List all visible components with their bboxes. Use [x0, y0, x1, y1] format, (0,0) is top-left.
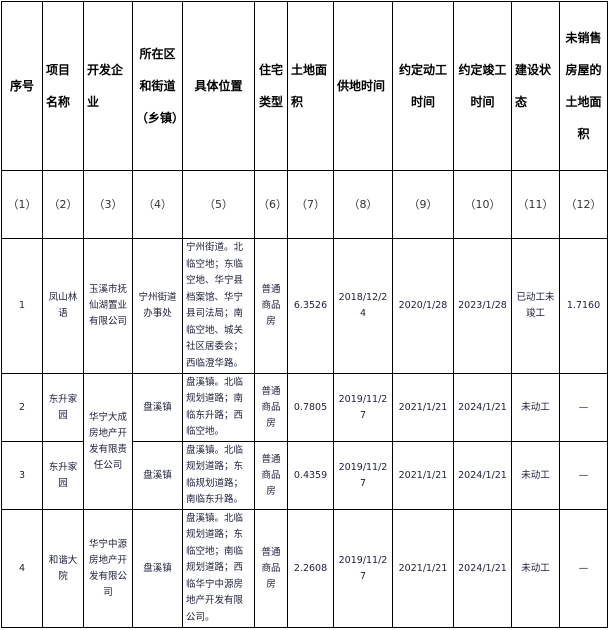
cell-no: 4 [1, 509, 43, 628]
cell-status: 未动工 [511, 441, 560, 510]
header-row: 序号 项目名称 开发企业 所在区和街道（乡镇） 具体位置 住宅类型 土地面积 供… [1, 1, 608, 171]
cell-district: 盘溪镇 [132, 509, 183, 628]
cell-unsold-area: — [559, 373, 608, 442]
cell-developer: 华宁大成房地产开发有限责任公司 [83, 373, 133, 510]
cell-area: 0.4359 [287, 441, 334, 510]
cell-finish-date: 2024/1/21 [453, 373, 512, 442]
cell-start-date: 2021/1/21 [392, 373, 454, 442]
cell-supply-date: 2019/11/27 [333, 441, 393, 510]
cell-unsold-area: 1.7160 [559, 238, 608, 374]
index-label: （9） [392, 170, 454, 239]
cell-project: 东升家园 [42, 373, 84, 442]
cell-location: 盘溪镇。北临规划道路；东临空地；南临规划道路；西临华宁中源房地产开发有限公司。 [182, 509, 255, 628]
cell-supply-date: 2019/11/27 [333, 509, 393, 628]
cell-developer: 华宁中源房地产开发有限公司 [83, 509, 133, 628]
cell-no: 2 [1, 373, 43, 442]
cell-start-date: 2021/1/21 [392, 509, 454, 628]
cell-unsold-area: — [559, 441, 608, 510]
header-unsold-area: 未销售房屋的土地面积 [559, 1, 608, 171]
cell-start-date: 2021/1/21 [392, 441, 454, 510]
index-label: （12） [559, 170, 608, 239]
index-label: （4） [132, 170, 183, 239]
cell-no: 3 [1, 441, 43, 510]
cell-location: 盘溪镇。北临规划道路；东临规划道路；南临东升路。 [182, 441, 255, 510]
cell-supply-date: 2019/11/27 [333, 373, 393, 442]
cell-status: 未动工 [511, 373, 560, 442]
table-row: 4 和谐大院 华宁中源房地产开发有限公司 盘溪镇 盘溪镇。北临规划道路；东临空地… [1, 509, 608, 628]
header-district: 所在区和街道（乡镇） [132, 1, 184, 171]
header-type: 住宅类型 [254, 1, 288, 171]
table-row: 2 东升家园 华宁大成房地产开发有限责任公司 盘溪镇 盘溪镇。北临规划道路；南临… [1, 373, 608, 510]
cell-type: 普通商品房 [254, 238, 288, 374]
header-finish-date: 约定竣工时间 [453, 1, 512, 171]
index-label: （7） [287, 170, 334, 239]
cell-finish-date: 2024/1/21 [453, 509, 512, 628]
index-label: （1） [1, 170, 43, 239]
header-area: 土地面积 [287, 1, 334, 171]
header-no: 序号 [1, 1, 43, 171]
cell-type: 普通商品房 [254, 509, 288, 628]
header-developer: 开发企业 [83, 1, 133, 171]
cell-finish-date: 2023/1/28 [453, 238, 512, 374]
index-label: （11） [511, 170, 560, 239]
table-row: 1 凤山林语 玉溪市抚仙湖置业有限公司 宁州街道办事处 宁州街道。北临空地；东临… [1, 238, 608, 374]
index-label: （3） [83, 170, 133, 239]
cell-type: 普通商品房 [254, 373, 288, 442]
cell-district: 宁州街道办事处 [132, 238, 183, 374]
index-label: （6） [254, 170, 288, 239]
header-status: 建设状态 [511, 1, 560, 171]
cell-supply-date: 2018/12/24 [333, 238, 393, 374]
header-start-date: 约定动工时间 [392, 1, 454, 171]
cell-type: 普通商品房 [254, 441, 288, 510]
cell-project: 东升家园 [42, 441, 84, 510]
index-row: （1） （2） （3） （4） （5） （6） （7） （8） （9） （10）… [1, 170, 608, 239]
header-location: 具体位置 [182, 1, 255, 171]
cell-project: 凤山林语 [42, 238, 84, 374]
table-row: 3 东升家园 盘溪镇 盘溪镇。北临规划道路；东临规划道路；南临东升路。 普通商品… [1, 441, 608, 510]
cell-area: 2.2608 [287, 509, 334, 628]
cell-location: 盘溪镇。北临规划道路；南临东升路；西临空地。 [182, 373, 255, 442]
index-label: （5） [182, 170, 255, 239]
cell-no: 1 [1, 238, 43, 374]
cell-area: 0.7805 [287, 373, 334, 442]
index-label: （10） [453, 170, 512, 239]
cell-unsold-area: — [559, 509, 608, 628]
index-label: （8） [333, 170, 393, 239]
index-label: （2） [42, 170, 84, 239]
cell-district: 盘溪镇 [132, 441, 183, 510]
header-supply-date: 供地时间 [333, 1, 393, 171]
cell-location: 宁州街道。北临空地；东临空地、华宁县档案馆、华宁县司法局；南临空地、城关社区居委… [182, 238, 255, 374]
cell-district: 盘溪镇 [132, 373, 183, 442]
cell-project: 和谐大院 [42, 509, 84, 628]
cell-status: 未动工 [511, 509, 560, 628]
header-project: 项目名称 [42, 1, 84, 171]
cell-start-date: 2020/1/28 [392, 238, 454, 374]
cell-finish-date: 2024/1/21 [453, 441, 512, 510]
cell-area: 6.3526 [287, 238, 334, 374]
cell-developer: 玉溪市抚仙湖置业有限公司 [83, 238, 133, 374]
cell-status: 已动工未竣工 [511, 238, 560, 374]
